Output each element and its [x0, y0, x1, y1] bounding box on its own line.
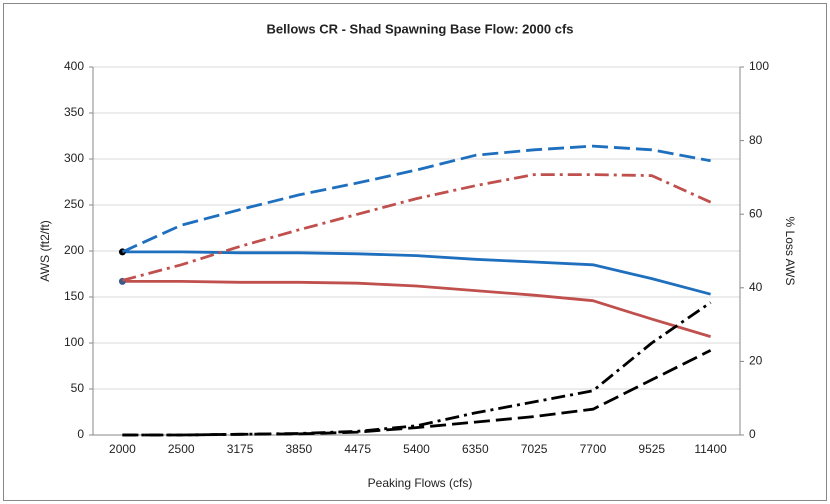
y-tick-label: 400 — [64, 59, 84, 73]
series-line — [122, 349, 712, 437]
y2-tick-label: 100 — [749, 59, 769, 73]
y2-tick-label: 80 — [749, 133, 763, 147]
x-tick-label: 5400 — [403, 442, 430, 456]
y-tick-label: 0 — [77, 427, 84, 441]
x-tick-label: 7700 — [580, 442, 607, 456]
y2-axis-label: % Loss AWS — [783, 217, 797, 286]
chart-title: Bellows CR - Shad Spawning Base Flow: 20… — [266, 21, 573, 36]
x-tick-label: 2000 — [109, 442, 136, 456]
y-tick-label: 350 — [64, 105, 84, 119]
series-line — [122, 173, 712, 282]
y-tick-label: 300 — [64, 151, 84, 165]
x-axis-label: Peaking Flows (cfs) — [368, 476, 473, 490]
x-tick-label: 6350 — [462, 442, 489, 456]
y2-tick-label: 60 — [749, 206, 763, 220]
y-tick-label: 100 — [64, 335, 84, 349]
x-tick-label: 3175 — [227, 442, 254, 456]
y-tick-label: 200 — [64, 243, 84, 257]
series-line — [122, 301, 712, 437]
y-tick-label: 50 — [71, 381, 85, 395]
y-axis-label: AWS (ft2/ft) — [38, 220, 52, 282]
y-tick-label: 150 — [64, 289, 84, 303]
y-tick-label: 250 — [64, 197, 84, 211]
y2-tick-label: 20 — [749, 354, 763, 368]
y2-tick-label: 0 — [749, 427, 756, 441]
x-tick-label: 11400 — [694, 442, 727, 456]
x-tick-label: 9525 — [638, 442, 665, 456]
y2-tick-label: 40 — [749, 280, 763, 294]
x-tick-label: 2500 — [168, 442, 195, 456]
series-line — [122, 279, 711, 338]
x-tick-label: 4475 — [344, 442, 371, 456]
x-tick-label: 7025 — [521, 442, 548, 456]
x-tick-label: 3850 — [286, 442, 313, 456]
